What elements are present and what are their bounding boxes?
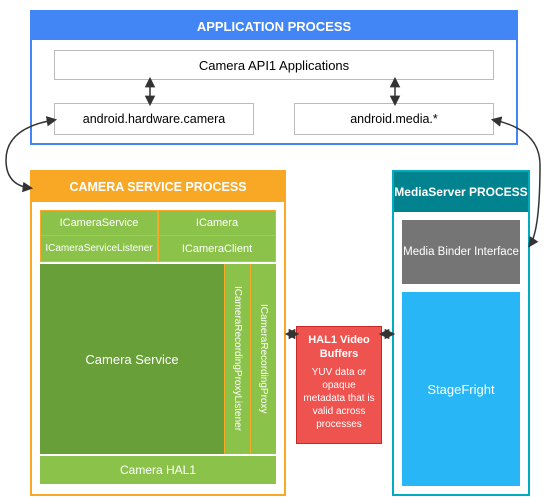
application-process-panel: APPLICATION PROCESS Camera API1 Applicat…: [30, 10, 518, 145]
csp-body: ICameraService ICamera ICameraServiceLis…: [32, 202, 284, 494]
camera-service-box: Camera Service: [40, 264, 224, 454]
camera-service-process-panel: CAMERA SERVICE PROCESS ICameraService IC…: [30, 170, 286, 496]
csp-header: CAMERA SERVICE PROCESS: [32, 172, 284, 202]
hardware-camera-box: android.hardware.camera: [54, 103, 254, 135]
icamera-box: ICamera: [158, 210, 276, 236]
media-binder-interface-box: Media Binder Interface: [402, 220, 520, 284]
application-process-header: APPLICATION PROCESS: [32, 12, 516, 40]
interface-row-1: ICameraService ICamera: [40, 210, 276, 236]
camera-api1-box: Camera API1 Applications: [54, 50, 494, 80]
icameraclient-box: ICameraClient: [158, 236, 276, 262]
proxy-box: ICameraRecordingProxy: [250, 264, 276, 454]
interface-row-2: ICameraServiceListener ICameraClient: [40, 236, 276, 262]
stagefright-box: StageFright: [402, 292, 520, 486]
msp-body: Media Binder Interface StageFright: [394, 212, 528, 494]
main-row: Camera Service ICameraRecordingProxyList…: [40, 264, 276, 454]
hal1-title: HAL1 Video Buffers: [302, 333, 376, 362]
icameraservicelistener-box: ICameraServiceListener: [40, 236, 158, 262]
icameraservice-box: ICameraService: [40, 210, 158, 236]
application-process-body: Camera API1 Applications android.hardwar…: [32, 40, 516, 143]
mediaserver-process-panel: MediaServer PROCESS Media Binder Interfa…: [392, 170, 530, 496]
hal1-buffers-callout: HAL1 Video Buffers YUV data or opaque me…: [296, 326, 382, 444]
hal1-body: YUV data or opaque metadata that is vali…: [302, 366, 376, 431]
hw-row: android.hardware.camera android.media.*: [44, 103, 504, 135]
msp-header: MediaServer PROCESS: [394, 172, 528, 212]
proxy-listener-box: ICameraRecordingProxyListener: [224, 264, 250, 454]
android-media-box: android.media.*: [294, 103, 494, 135]
camera-hal1-box: Camera HAL1: [40, 456, 276, 484]
